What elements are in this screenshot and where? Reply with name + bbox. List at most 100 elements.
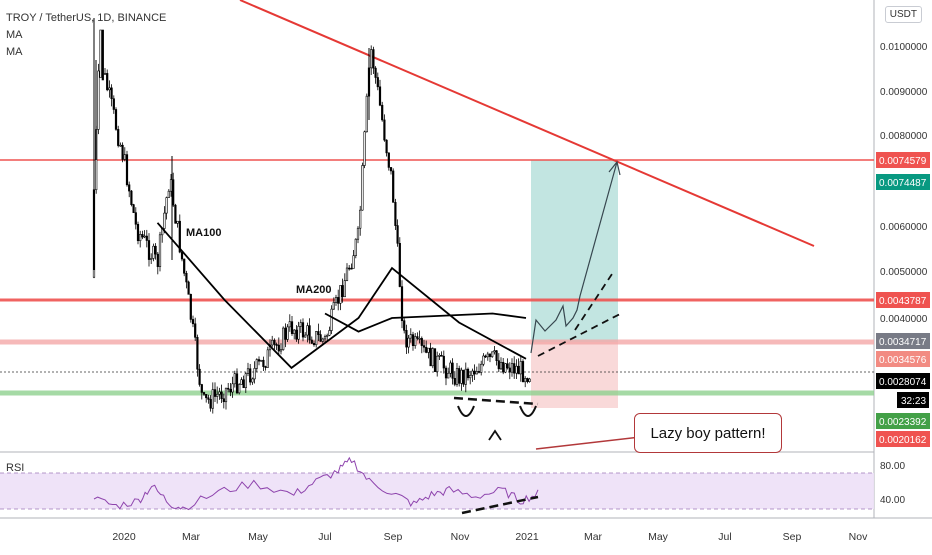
candle (385, 139, 388, 154)
candle (449, 362, 452, 374)
candle (365, 95, 368, 133)
candle (103, 73, 107, 75)
price-tag-label: 0.0043787 (879, 296, 927, 307)
candle (517, 365, 520, 375)
chart-legend: TROY / TetherUS, 1D, BINANCE MA MA (6, 10, 166, 61)
candle (315, 331, 318, 346)
candle (299, 322, 302, 327)
main-pane[interactable] (0, 0, 874, 452)
ma-legend-1[interactable]: MA (6, 29, 23, 41)
candle (242, 379, 245, 389)
candle (121, 144, 124, 160)
rsi-legend[interactable]: RSI (6, 462, 25, 474)
x-label-jul-2021: Jul (718, 531, 731, 543)
candle (150, 258, 153, 260)
x-label-nov-2021: Nov (849, 531, 868, 543)
candle (128, 184, 131, 192)
candle (352, 255, 355, 269)
candle (293, 329, 296, 334)
candle (251, 378, 254, 383)
candle (172, 179, 175, 206)
candle (427, 347, 430, 353)
candle (442, 355, 445, 369)
candle (339, 285, 342, 304)
candle (165, 197, 168, 214)
candle (202, 392, 206, 395)
candle (453, 377, 456, 385)
candle (187, 281, 190, 295)
candle (416, 336, 419, 339)
candle (114, 109, 118, 130)
x-label-sep-2021: Sep (783, 531, 802, 543)
candle (306, 325, 309, 336)
candle (350, 267, 353, 270)
candle (97, 70, 100, 130)
ma-legend-2[interactable]: MA (6, 46, 23, 58)
candle (185, 272, 188, 283)
lazy-boy-caret[interactable] (488, 429, 502, 441)
candle (301, 322, 305, 338)
candle (233, 373, 236, 385)
candle (504, 363, 507, 373)
ma200-line[interactable] (324, 312, 527, 333)
rsi-line[interactable] (93, 456, 539, 511)
target-zone[interactable] (531, 160, 618, 342)
candle (297, 326, 300, 340)
candle (284, 327, 287, 340)
candle (222, 398, 225, 403)
ma100-line[interactable] (156, 222, 527, 370)
candle (411, 334, 415, 347)
candle (266, 349, 269, 368)
price-tag-bg (876, 174, 930, 190)
candle (205, 394, 208, 399)
candle (112, 98, 115, 110)
candle (506, 363, 509, 369)
candle (240, 379, 243, 385)
x-label-mar-2021: Mar (584, 531, 603, 543)
candle (152, 245, 155, 259)
candle (429, 347, 432, 367)
candle (183, 258, 186, 274)
candle (466, 368, 470, 379)
candle (264, 366, 267, 368)
lazy-boy-neck-dash[interactable] (453, 396, 539, 406)
candle (524, 378, 527, 383)
candle (330, 308, 333, 331)
candle (249, 368, 252, 383)
price-tag-label: 0.0034717 (879, 337, 927, 348)
y-tick-0060000: 0.0060000 (880, 222, 928, 233)
lazy-boy-left-curve[interactable] (457, 405, 475, 417)
x-label-nov: Nov (451, 531, 470, 543)
candle (176, 220, 179, 224)
descending-trendline[interactable] (239, 0, 815, 247)
candle (495, 350, 498, 361)
candles-group (92, 18, 531, 414)
x-label-2021: 2021 (515, 531, 539, 543)
currency-button[interactable]: USDT (884, 6, 922, 23)
stop-zone[interactable] (531, 342, 618, 408)
candle (136, 223, 140, 242)
candle (486, 353, 489, 358)
candle (231, 383, 234, 393)
lazy-boy-right-curve[interactable] (519, 405, 537, 417)
candle (502, 361, 505, 373)
projection-path[interactable] (530, 161, 618, 354)
symbol-title[interactable]: TROY / TetherUS, 1D, BINANCE (6, 12, 167, 24)
candle (374, 67, 377, 78)
candle (510, 363, 514, 373)
price-tag-bg (876, 431, 930, 447)
candle (499, 361, 503, 370)
candle (528, 378, 531, 382)
price-tag-bg (876, 152, 930, 168)
candle (451, 362, 454, 379)
projection-dash-lower[interactable] (537, 313, 621, 357)
candle (196, 337, 199, 370)
candle (403, 320, 406, 331)
candle (444, 367, 448, 379)
candle (213, 389, 217, 397)
candle (253, 368, 256, 380)
candle (462, 369, 465, 385)
lazy-boy-callout[interactable]: Lazy boy pattern! (634, 413, 782, 453)
candle (125, 154, 129, 186)
rsi-dash-support[interactable] (461, 495, 539, 515)
